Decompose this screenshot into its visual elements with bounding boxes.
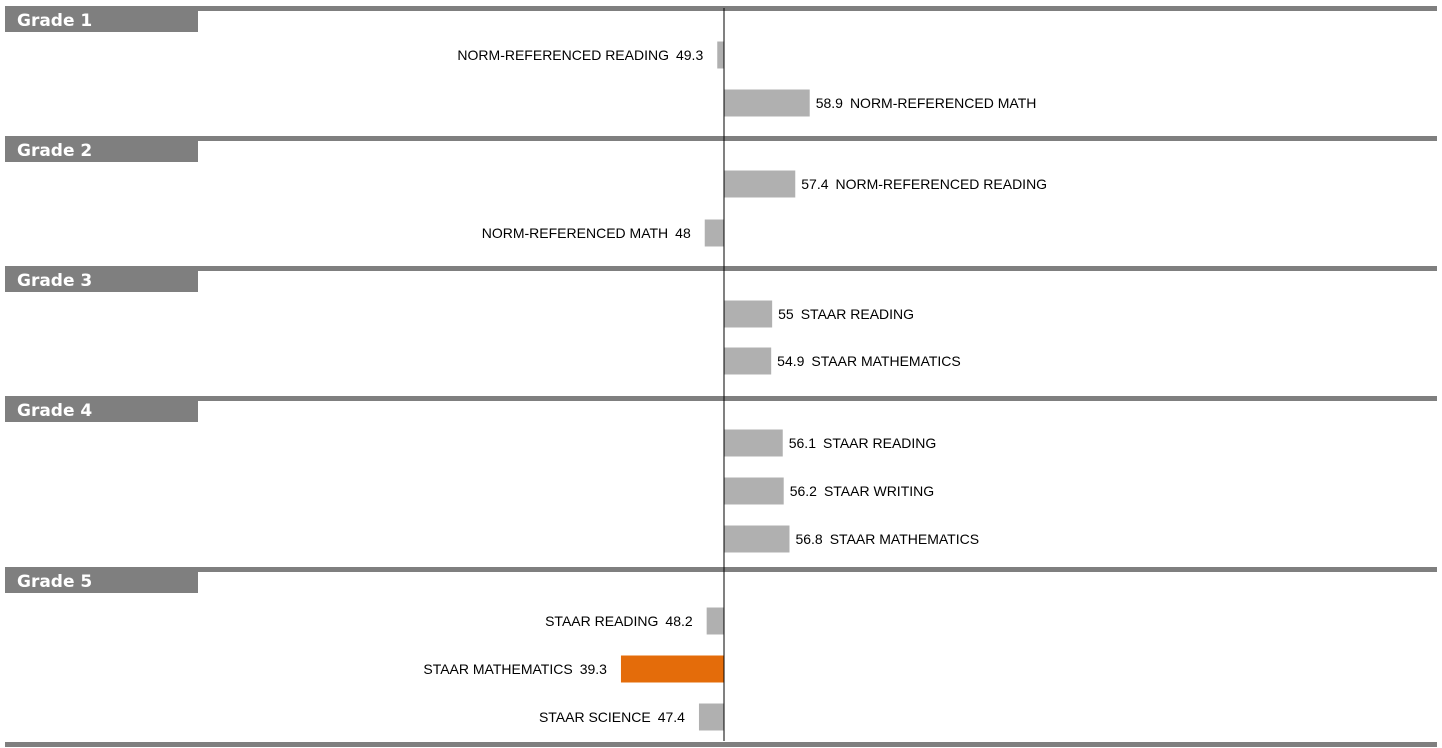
bar <box>724 300 773 328</box>
bar <box>704 219 724 247</box>
group-divider-line <box>5 567 1437 572</box>
bar-label: 54.9 STAAR MATHEMATICS <box>777 353 961 369</box>
grade-header-label: Grade 5 <box>17 572 92 592</box>
grade-header-tab <box>5 138 198 162</box>
grade-header-label: Grade 4 <box>17 401 92 421</box>
bar-label: NORM-REFERENCED MATH 48 <box>482 225 691 241</box>
group-divider-line <box>5 396 1437 401</box>
bar <box>724 347 772 375</box>
bar-label: 58.9 NORM-REFERENCED MATH <box>816 95 1037 111</box>
bar-label: NORM-REFERENCED READING 49.3 <box>457 47 703 63</box>
bar <box>620 655 724 683</box>
bar-label: STAAR MATHEMATICS 39.3 <box>423 661 607 677</box>
bar <box>706 607 724 635</box>
grade-header-tab <box>5 569 198 593</box>
bar <box>724 170 796 198</box>
bottom-divider-line <box>5 742 1437 747</box>
bar <box>724 89 810 117</box>
group-divider-line <box>5 136 1437 141</box>
bar-label: STAAR SCIENCE 47.4 <box>539 709 685 725</box>
grade-header-label: Grade 3 <box>17 271 92 291</box>
grade-header-label: Grade 1 <box>17 11 92 31</box>
bar-label: 56.8 STAAR MATHEMATICS <box>795 531 979 547</box>
grade-header-tab <box>5 398 198 422</box>
bar <box>717 41 724 69</box>
grade-header-label: Grade 2 <box>17 141 92 161</box>
bar-label: 57.4 NORM-REFERENCED READING <box>801 176 1047 192</box>
bar-label: 55 STAAR READING <box>778 306 914 322</box>
bar-label: 56.2 STAAR WRITING <box>790 483 934 499</box>
group-divider-line <box>5 266 1437 271</box>
grade-header-tab <box>5 8 198 32</box>
bar <box>724 477 784 505</box>
bar-label: 56.1 STAAR READING <box>789 435 937 451</box>
bar-label: STAAR READING 48.2 <box>545 613 693 629</box>
bar <box>724 525 790 553</box>
group-divider-line <box>5 6 1437 11</box>
bar <box>724 429 783 457</box>
bar <box>698 703 724 731</box>
grade-header-tab <box>5 268 198 292</box>
